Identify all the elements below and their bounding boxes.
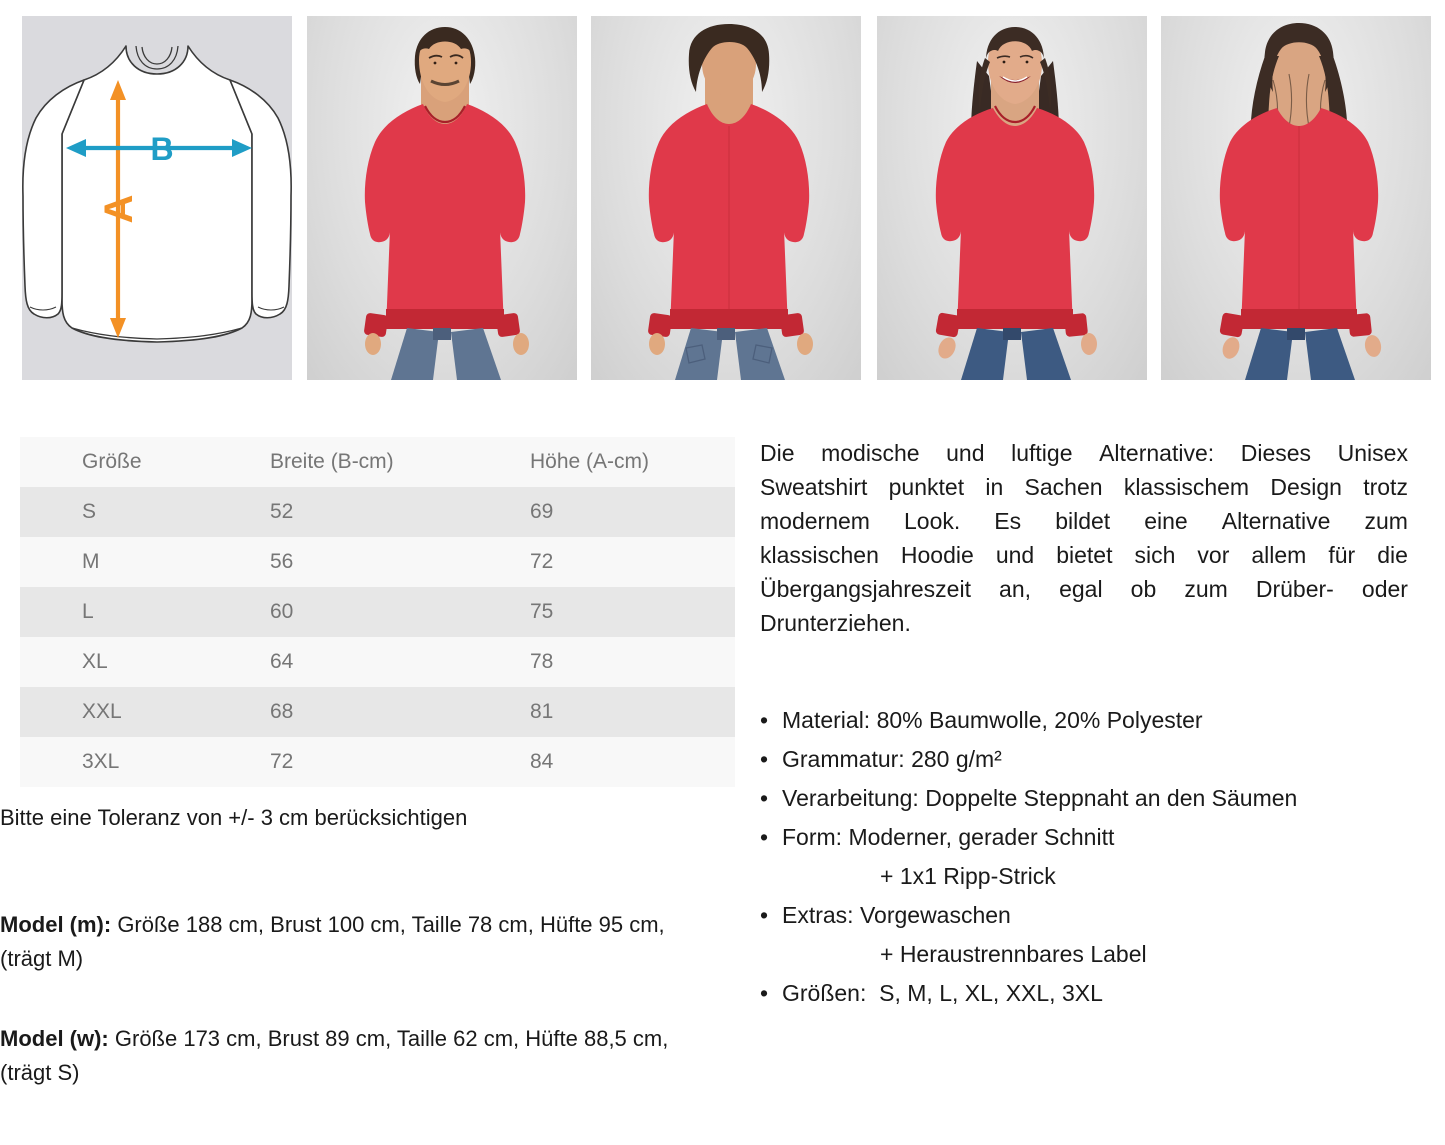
svg-text:A: A [97, 195, 141, 224]
svg-text:B: B [150, 131, 173, 167]
